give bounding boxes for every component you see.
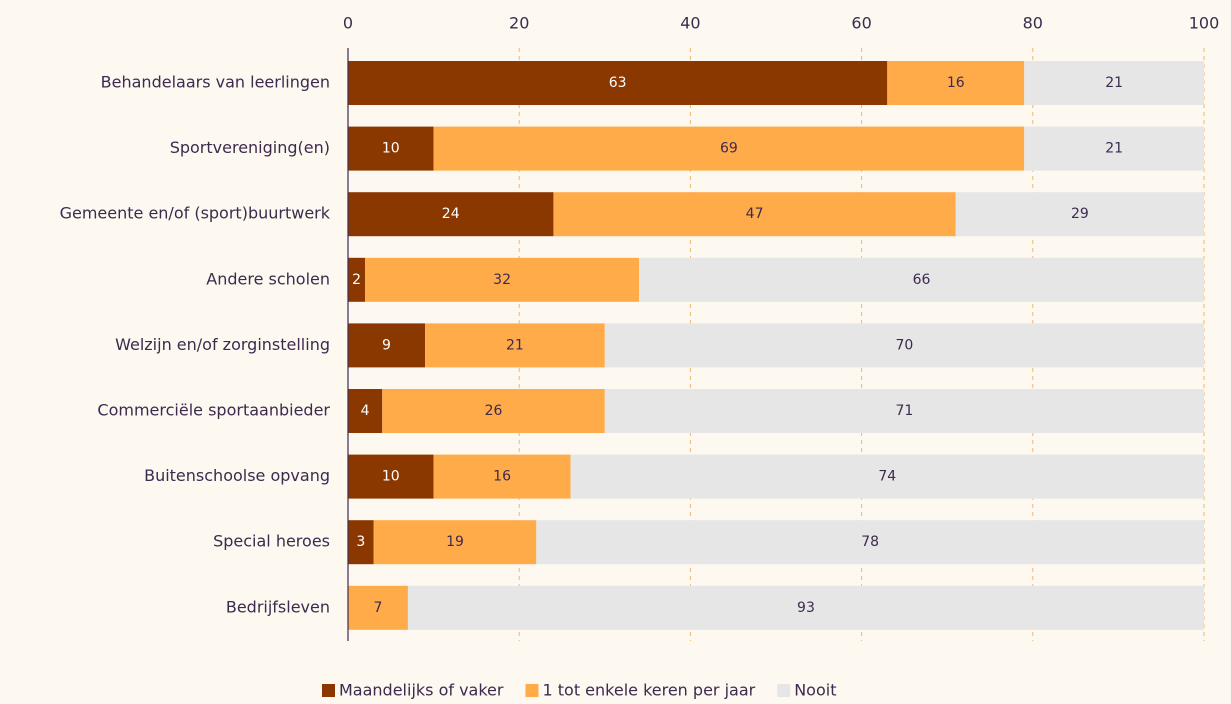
x-tick-label: 20	[509, 14, 529, 33]
legend-label: 1 tot enkele keren per jaar	[542, 681, 755, 700]
bar-label: 19	[446, 534, 464, 550]
bar-segment	[382, 389, 605, 433]
bar-segment	[348, 585, 408, 630]
y-tick-label: Special heroes	[213, 532, 330, 551]
bar-segment	[348, 126, 434, 171]
bar-segment	[348, 61, 888, 105]
bar-segment	[955, 192, 1204, 237]
bar-label: 21	[1105, 75, 1123, 91]
y-tick-label: Bedrijfsleven	[226, 597, 330, 616]
bar-segment	[604, 389, 1204, 433]
bar-label: 4	[361, 403, 370, 419]
bar-label: 47	[746, 206, 764, 222]
bar-segment	[604, 323, 1204, 368]
bar-label: 24	[442, 206, 460, 222]
bar-label: 63	[609, 75, 627, 91]
bar-label: 2	[352, 272, 361, 288]
y-tick-label: Sportvereniging(en)	[170, 138, 330, 157]
y-tick-label: Buitenschoolse opvang	[144, 466, 330, 485]
bar-label: 3	[356, 534, 365, 550]
bar-label: 10	[382, 469, 400, 485]
x-tick-label: 80	[1023, 14, 1043, 33]
bar-segment	[639, 257, 1204, 302]
y-tick-label: Behandelaars van leerlingen	[101, 73, 330, 92]
legend-label: Maandelijks of vaker	[339, 681, 504, 700]
bar-label: 21	[1105, 141, 1123, 157]
bar-label: 16	[493, 469, 511, 485]
bar-label: 71	[895, 403, 913, 419]
bar-label: 29	[1071, 206, 1089, 222]
bar-segment	[348, 323, 426, 368]
bar-segment	[425, 323, 605, 368]
bar-label: 93	[797, 600, 815, 616]
bar-segment	[536, 520, 1204, 565]
y-tick-label: Commerciële sportaanbieder	[97, 401, 330, 420]
legend-swatch	[322, 684, 335, 697]
bar-label: 32	[493, 272, 511, 288]
bar-segment	[433, 454, 571, 499]
bars	[348, 61, 1204, 630]
bar-segment	[348, 520, 374, 565]
bar-label: 74	[878, 469, 896, 485]
x-tick-label: 60	[851, 14, 871, 33]
bar-segment	[553, 192, 956, 237]
bar-label: 78	[861, 534, 879, 550]
y-tick-label: Welzijn en/of zorginstelling	[115, 335, 330, 354]
bar-segment	[1024, 126, 1204, 171]
bar-segment	[348, 389, 383, 433]
bar-segment	[348, 257, 366, 302]
bar-segment	[407, 585, 1204, 630]
bar-segment	[348, 454, 434, 499]
bar-label: 26	[485, 403, 503, 419]
x-tick-label: 0	[343, 14, 353, 33]
bar-label: 9	[382, 337, 391, 353]
x-tick-label: 40	[680, 14, 700, 33]
x-tick-label: 100	[1189, 14, 1220, 33]
bar-segment	[887, 61, 1025, 105]
bar-label: 21	[506, 337, 524, 353]
bar-label: 7	[373, 600, 382, 616]
bar-label: 70	[895, 337, 913, 353]
legend-swatch	[777, 684, 791, 697]
bar-label: 69	[720, 141, 738, 157]
bar-segment	[348, 192, 554, 237]
legend-label: Nooit	[794, 681, 836, 700]
bar-label: 16	[947, 75, 965, 91]
bar-label: 10	[382, 141, 400, 157]
legend-swatch	[525, 684, 539, 697]
bar-segment	[365, 257, 640, 302]
bar-label: 66	[913, 272, 931, 288]
bar-segment	[433, 126, 1025, 171]
bar-segment	[1024, 61, 1204, 105]
bar-segment	[373, 520, 537, 565]
y-tick-label: Gemeente en/of (sport)buurtwerk	[60, 204, 331, 223]
bar-segment	[570, 454, 1204, 499]
y-tick-label: Andere scholen	[206, 269, 330, 288]
